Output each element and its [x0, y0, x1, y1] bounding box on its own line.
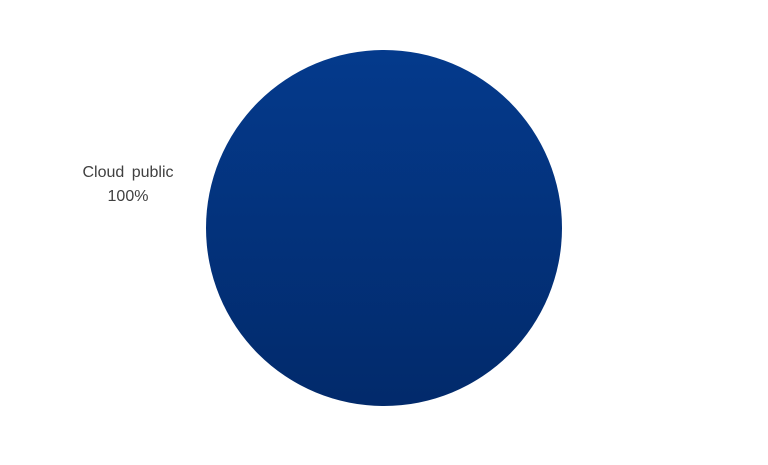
- pie-slice-cloud-public: [206, 50, 562, 406]
- slice-label-value: 100%: [108, 188, 149, 205]
- labels-layer: Cloud public 100%: [82, 164, 173, 205]
- slices-layer: [206, 50, 562, 406]
- slice-label-name: Cloud public: [82, 164, 173, 181]
